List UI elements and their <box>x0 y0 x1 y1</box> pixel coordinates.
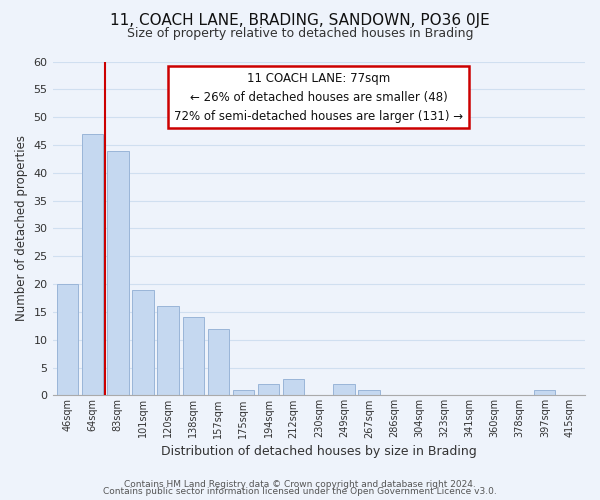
Text: Contains public sector information licensed under the Open Government Licence v3: Contains public sector information licen… <box>103 487 497 496</box>
Bar <box>157 306 179 396</box>
Text: Size of property relative to detached houses in Brading: Size of property relative to detached ho… <box>127 28 473 40</box>
Bar <box>208 328 229 396</box>
Bar <box>132 290 154 396</box>
X-axis label: Distribution of detached houses by size in Brading: Distribution of detached houses by size … <box>161 444 476 458</box>
Bar <box>57 284 78 396</box>
Text: Contains HM Land Registry data © Crown copyright and database right 2024.: Contains HM Land Registry data © Crown c… <box>124 480 476 489</box>
Bar <box>258 384 279 396</box>
Bar <box>333 384 355 396</box>
Bar <box>107 150 128 396</box>
Bar <box>82 134 103 396</box>
Bar <box>283 378 304 396</box>
Y-axis label: Number of detached properties: Number of detached properties <box>15 136 28 322</box>
Bar <box>182 318 204 396</box>
Bar <box>233 390 254 396</box>
Text: 11, COACH LANE, BRADING, SANDOWN, PO36 0JE: 11, COACH LANE, BRADING, SANDOWN, PO36 0… <box>110 12 490 28</box>
Bar <box>358 390 380 396</box>
Bar <box>534 390 556 396</box>
Text: 11 COACH LANE: 77sqm
← 26% of detached houses are smaller (48)
72% of semi-detac: 11 COACH LANE: 77sqm ← 26% of detached h… <box>174 72 463 122</box>
